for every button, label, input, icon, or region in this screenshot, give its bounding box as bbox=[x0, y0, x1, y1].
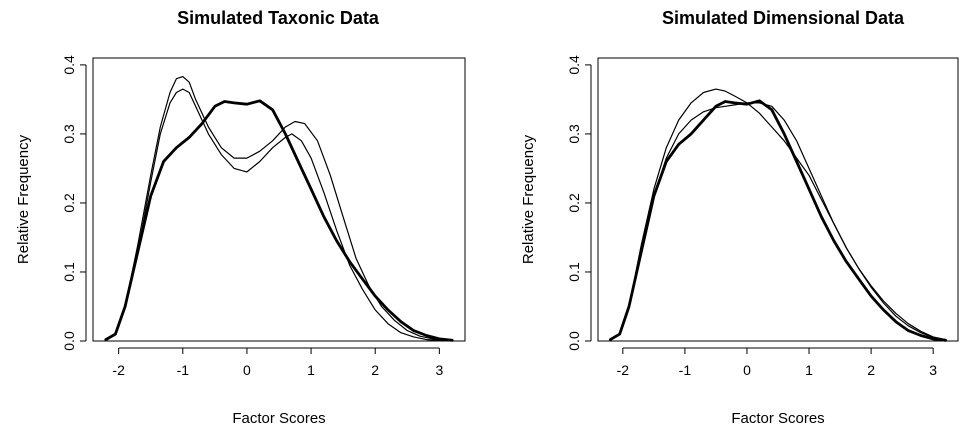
x-tick-label: 1 bbox=[307, 362, 315, 378]
x-tick-label: -1 bbox=[177, 362, 190, 378]
y-tick-label: 0.1 bbox=[61, 262, 77, 282]
y-tick-label: 0.2 bbox=[566, 193, 582, 213]
y-tick-label: 0.4 bbox=[566, 55, 582, 75]
chart-title: Simulated Taxonic Data bbox=[177, 8, 380, 28]
x-tick-label: -2 bbox=[617, 362, 630, 378]
y-tick-label: 0.2 bbox=[61, 193, 77, 213]
chart-title: Simulated Dimensional Data bbox=[662, 8, 905, 28]
y-tick-label: 0.0 bbox=[566, 331, 582, 351]
x-tick-label: 2 bbox=[867, 362, 875, 378]
x-tick-label: 0 bbox=[243, 362, 251, 378]
x-tick-label: 2 bbox=[371, 362, 379, 378]
plot-frame bbox=[597, 57, 959, 342]
density-line-3 bbox=[105, 88, 453, 341]
x-tick-label: 1 bbox=[805, 362, 813, 378]
y-tick-label: 0.0 bbox=[61, 331, 77, 351]
x-tick-label: -1 bbox=[679, 362, 692, 378]
density-line-1 bbox=[104, 99, 454, 342]
y-tick-label: 0.4 bbox=[61, 55, 77, 75]
plot-frame bbox=[92, 57, 466, 342]
x-tick-label: -2 bbox=[112, 362, 125, 378]
y-tick-label: 0.3 bbox=[61, 124, 77, 144]
y-tick-label: 0.1 bbox=[566, 262, 582, 282]
y-axis-label: Relative Frequency bbox=[520, 134, 537, 264]
x-tick-label: 3 bbox=[435, 362, 443, 378]
y-axis-label: Relative Frequency bbox=[15, 134, 32, 264]
y-tick-label: 0.3 bbox=[566, 124, 582, 144]
x-axis-label: Factor Scores bbox=[731, 410, 824, 427]
density-line-2 bbox=[105, 76, 453, 341]
density-line-1 bbox=[609, 99, 947, 342]
density-line-2 bbox=[609, 88, 947, 341]
x-tick-label: 3 bbox=[929, 362, 937, 378]
x-axis-label: Factor Scores bbox=[232, 410, 325, 427]
x-tick-label: 0 bbox=[743, 362, 751, 378]
density-line-3 bbox=[609, 102, 947, 341]
